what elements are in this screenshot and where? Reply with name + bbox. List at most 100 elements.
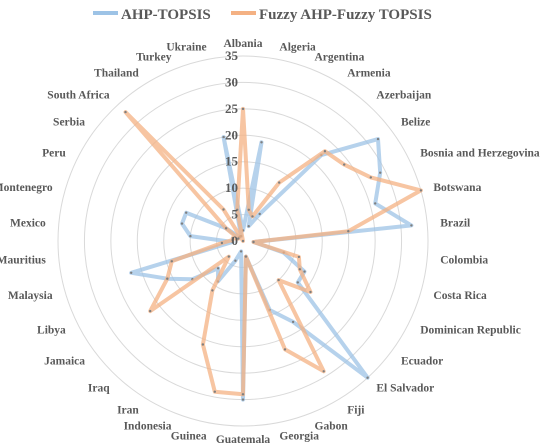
data-point <box>260 141 263 144</box>
data-point <box>237 237 240 240</box>
tick-label: 15 <box>225 154 239 169</box>
data-point <box>309 290 312 294</box>
tick-label: 25 <box>225 101 239 116</box>
category-label: Jamaica <box>44 355 85 367</box>
tick-label: 20 <box>225 127 238 142</box>
data-point <box>231 238 234 242</box>
category-label: Colombia <box>440 254 488 266</box>
data-point <box>343 163 346 166</box>
data-point <box>252 240 255 244</box>
data-point <box>410 224 413 227</box>
data-point <box>247 225 250 228</box>
data-point <box>239 250 243 253</box>
data-point <box>419 189 423 192</box>
tick-label: 30 <box>225 74 238 89</box>
data-point <box>241 393 245 396</box>
category-label: Thailand <box>94 68 139 80</box>
data-point <box>291 320 295 324</box>
data-point <box>366 376 369 379</box>
data-point <box>216 267 220 270</box>
category-label: Algeria <box>279 41 316 53</box>
data-point <box>376 137 380 141</box>
data-point <box>241 239 245 243</box>
category-label: Belize <box>401 117 430 129</box>
data-point <box>369 176 372 179</box>
category-label: Turkey <box>136 51 172 63</box>
category-label: Indonesia <box>124 421 172 433</box>
data-point <box>224 227 228 230</box>
data-point <box>213 390 216 393</box>
category-label: Azerbaijan <box>376 90 432 102</box>
category-label: Georgia <box>279 431 319 443</box>
data-point <box>379 171 382 174</box>
category-label: South Africa <box>47 90 110 102</box>
data-point <box>124 110 127 114</box>
tick-label: 0 <box>232 233 239 248</box>
category-label: Serbia <box>53 117 85 129</box>
data-point <box>283 348 287 351</box>
legend-label-ahp-topsis: AHP-TOPSIS <box>121 7 211 23</box>
tick-label: 10 <box>225 180 238 195</box>
data-point <box>296 281 299 284</box>
data-point <box>201 343 205 346</box>
category-label: Botswana <box>433 182 481 194</box>
category-label: Iran <box>117 404 139 416</box>
data-point <box>241 107 245 111</box>
category-label: Montenegro <box>0 182 53 194</box>
category-label: Iraq <box>88 382 110 394</box>
category-label: Dominican Republic <box>420 324 521 336</box>
category-label: Albania <box>224 38 263 50</box>
tick-label: 5 <box>232 207 239 222</box>
category-label: El Salvador <box>376 382 434 394</box>
legend: AHP-TOPSIS Fuzzy AHP-Fuzzy TOPSIS <box>93 7 432 23</box>
category-label: Armenia <box>347 68 391 80</box>
grid-ring <box>57 55 429 427</box>
data-point <box>222 208 225 211</box>
data-point <box>185 211 188 214</box>
data-point <box>258 212 261 216</box>
category-label: Peru <box>42 148 66 160</box>
data-point <box>211 289 214 292</box>
legend-label-fuzzy: Fuzzy AHP-Fuzzy TOPSIS <box>259 7 432 23</box>
data-point <box>189 234 192 238</box>
data-point <box>322 370 325 373</box>
category-label: Malaysia <box>8 290 53 302</box>
data-point <box>323 150 327 153</box>
category-label: Gabon <box>315 421 349 433</box>
category-label: Ecuador <box>401 355 443 367</box>
data-point <box>374 202 377 205</box>
data-point <box>244 255 248 258</box>
category-label: Mauritius <box>0 254 46 266</box>
data-point <box>278 181 281 184</box>
data-point <box>247 208 250 211</box>
data-point <box>220 241 224 245</box>
tick-label: 35 <box>225 48 239 63</box>
data-point <box>170 260 173 263</box>
data-point <box>277 278 280 282</box>
category-label: Costa Rica <box>433 290 487 302</box>
category-label: Argentina <box>315 51 365 63</box>
category-label: Guatemala <box>216 434 271 443</box>
category-label: Guinea <box>171 431 207 443</box>
radar-series <box>123 106 423 402</box>
category-label: Libya <box>37 324 66 336</box>
data-point <box>251 215 254 218</box>
data-point <box>236 208 239 211</box>
data-point <box>303 270 306 273</box>
data-point <box>231 236 234 240</box>
data-point <box>234 259 237 262</box>
data-point <box>297 255 301 259</box>
data-point <box>130 271 133 274</box>
data-point <box>298 268 301 271</box>
category-label: Brazil <box>440 218 470 230</box>
data-point <box>241 398 245 401</box>
data-point <box>227 255 230 258</box>
data-point <box>149 309 152 313</box>
category-label: Fiji <box>347 404 365 416</box>
data-point <box>222 135 225 139</box>
data-point <box>347 230 350 233</box>
category-label: Bosnia and Herzegovina <box>420 148 540 160</box>
category-label: Mexico <box>10 218 46 230</box>
